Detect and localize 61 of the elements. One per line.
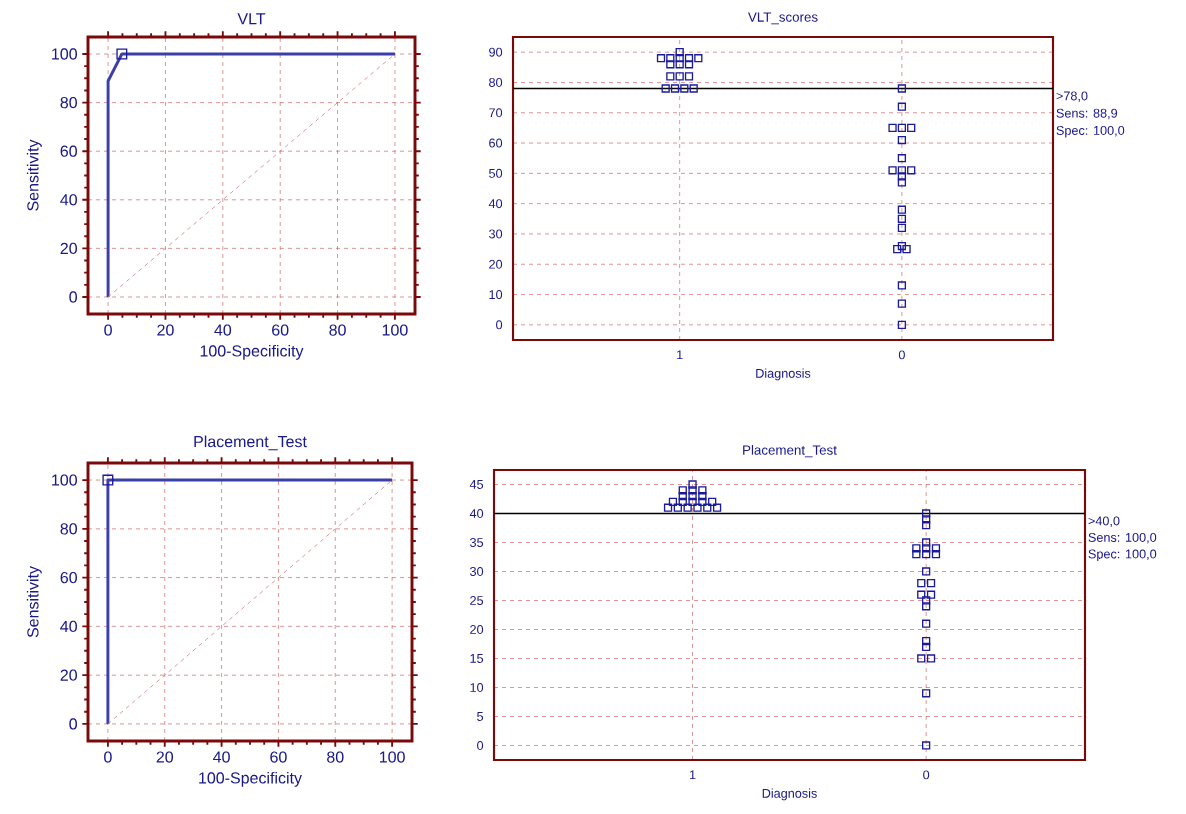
y-tick-label: 80 bbox=[60, 523, 77, 535]
y-tick-label: 0 bbox=[69, 718, 77, 730]
chart-title: Placement_Test bbox=[743, 444, 837, 458]
text: Sens: 88,9 bbox=[1056, 108, 1118, 120]
y-tick-label: 40 bbox=[60, 194, 77, 206]
x-tick-label: 20 bbox=[157, 324, 174, 336]
y-tick-label: 100 bbox=[52, 474, 77, 486]
y-tick-label: 60 bbox=[60, 145, 77, 157]
y-tick-label: 35 bbox=[470, 538, 484, 547]
y-tick-label: 15 bbox=[470, 654, 484, 663]
y-tick-label: 80 bbox=[489, 77, 503, 87]
y-tick-label: 60 bbox=[489, 138, 503, 148]
x-tick-label: 0 bbox=[104, 751, 112, 763]
x-tick-label: 40 bbox=[213, 751, 230, 763]
y-tick-label: 40 bbox=[488, 199, 503, 209]
y-tick-label: 20 bbox=[489, 259, 503, 269]
chart-title: VLT bbox=[237, 13, 266, 25]
y-tick-label: 0 bbox=[69, 291, 77, 303]
x-axis-title: 100-Specificity bbox=[199, 771, 302, 787]
y-tick-label: 20 bbox=[60, 242, 77, 255]
y-tick-label: 20 bbox=[60, 669, 77, 681]
x-tick-label: 0 bbox=[104, 324, 112, 336]
x-tick-label: 80 bbox=[329, 324, 346, 336]
x-tick-label: 40 bbox=[214, 324, 232, 336]
y-axis-title: Sensitivity bbox=[26, 139, 42, 211]
y-tick-label: 50 bbox=[489, 168, 503, 178]
ref-line-label: >78,0 bbox=[1056, 91, 1088, 102]
y-tick-label: 100 bbox=[52, 48, 77, 60]
y-tick-label: 40 bbox=[469, 509, 484, 518]
y-tick-label: 30 bbox=[489, 229, 503, 239]
x-tick-label: 100 bbox=[382, 324, 408, 336]
y-tick-label: 90 bbox=[489, 47, 503, 57]
y-tick-label: 45 bbox=[469, 480, 484, 489]
y-tick-label: 60 bbox=[60, 571, 77, 584]
y-tick-label: 10 bbox=[470, 683, 484, 692]
ref-line-label: >40,0 bbox=[1088, 516, 1120, 527]
y-axis-title: Sensitivity bbox=[26, 566, 42, 638]
chart-title: Placement_Test bbox=[194, 435, 307, 451]
x-tick-label: 80 bbox=[327, 751, 344, 763]
y-tick-label: 30 bbox=[470, 567, 484, 576]
x-axis-title: Diagnosis bbox=[762, 788, 817, 801]
y-tick-label: 0 bbox=[477, 741, 484, 750]
y-tick-label: 70 bbox=[489, 108, 503, 118]
x-tick-label: 60 bbox=[270, 751, 287, 763]
y-tick-label: 25 bbox=[470, 596, 484, 605]
y-tick-label: 5 bbox=[477, 712, 484, 721]
x-tick-label: 60 bbox=[272, 324, 289, 336]
y-tick-label: 10 bbox=[489, 290, 503, 300]
x-tick-label: 1 bbox=[677, 350, 683, 360]
text: Spec: 100,0 bbox=[1056, 125, 1125, 138]
y-tick-label: 80 bbox=[60, 96, 77, 109]
x-axis-title: Diagnosis bbox=[756, 368, 811, 381]
text: Sens: 100,0 bbox=[1088, 532, 1157, 544]
x-tick-label: 100 bbox=[379, 751, 405, 763]
x-tick-label: 20 bbox=[156, 751, 174, 763]
y-tick-label: 40 bbox=[60, 620, 77, 633]
chart-title: VLT_scores bbox=[747, 12, 818, 25]
text: Spec: 100,0 bbox=[1088, 549, 1157, 561]
x-tick-label: 1 bbox=[690, 770, 696, 780]
y-tick-label: 20 bbox=[470, 625, 484, 634]
x-axis-title: 100-Specificity bbox=[200, 344, 304, 360]
